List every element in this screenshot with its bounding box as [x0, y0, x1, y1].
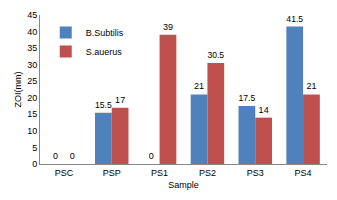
svg-text:17: 17 [115, 95, 125, 105]
svg-text:20: 20 [27, 93, 37, 103]
svg-text:0: 0 [32, 159, 37, 169]
svg-text:15.5: 15.5 [95, 100, 112, 110]
svg-text:30: 30 [27, 60, 37, 70]
svg-text:30.5: 30.5 [207, 50, 224, 60]
svg-text:45: 45 [27, 10, 37, 20]
svg-text:10: 10 [27, 126, 37, 136]
svg-text:5: 5 [32, 143, 37, 153]
svg-text:PSP: PSP [103, 168, 121, 178]
svg-text:35: 35 [27, 43, 37, 53]
svg-text:14: 14 [259, 105, 269, 115]
svg-text:17.5: 17.5 [239, 93, 256, 103]
svg-text:25: 25 [27, 76, 37, 86]
svg-text:B.Subtilis: B.Subtilis [86, 28, 124, 38]
svg-text:PS2: PS2 [199, 168, 216, 178]
svg-text:0: 0 [70, 151, 75, 161]
svg-text:0: 0 [149, 151, 154, 161]
svg-text:PS4: PS4 [295, 168, 312, 178]
svg-text:41.5: 41.5 [286, 14, 303, 24]
svg-text:S.auerus: S.auerus [86, 47, 123, 57]
svg-text:PS1: PS1 [151, 168, 168, 178]
svg-text:0: 0 [53, 151, 58, 161]
svg-text:15: 15 [27, 109, 37, 119]
svg-text:21: 21 [306, 81, 316, 91]
svg-text:40: 40 [27, 27, 37, 37]
svg-text:Sample: Sample [168, 180, 199, 190]
svg-text:21: 21 [194, 81, 204, 91]
svg-text:PS3: PS3 [247, 168, 264, 178]
svg-text:PSC: PSC [55, 168, 74, 178]
svg-text:ZOI(mm): ZOI(mm) [13, 72, 23, 108]
svg-text:39: 39 [163, 22, 173, 32]
